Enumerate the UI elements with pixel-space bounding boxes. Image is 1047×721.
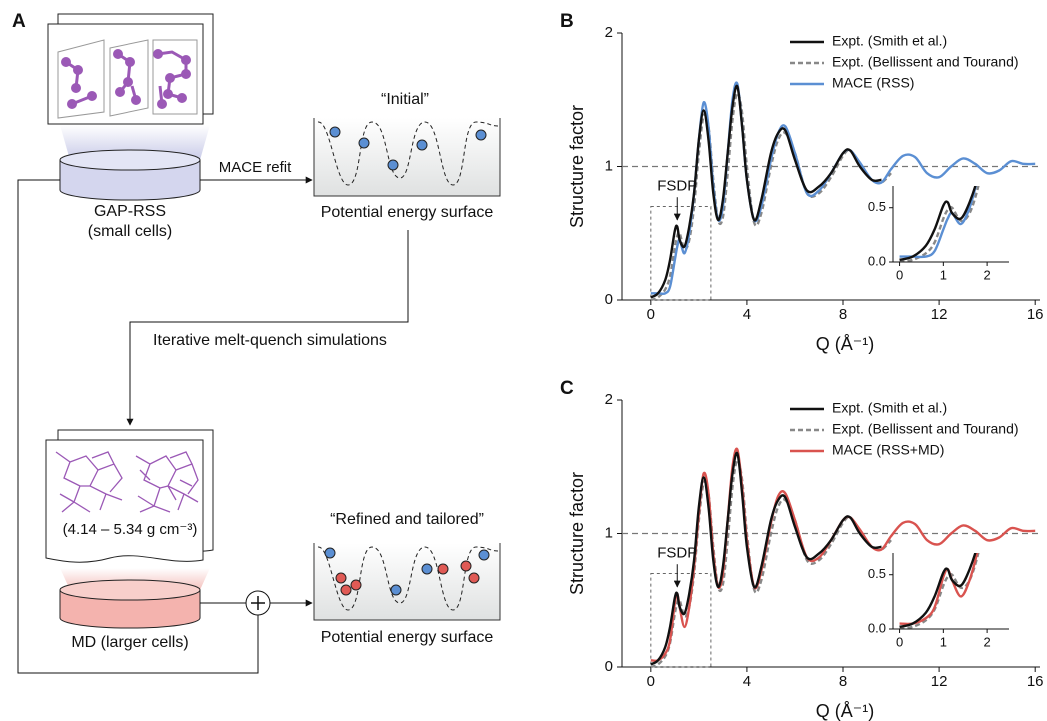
inset-x-tick-label: 1 [940, 634, 947, 649]
loop-arrow [126, 230, 409, 426]
legend-label: Expt. (Bellissent and Tourand) [832, 421, 1019, 437]
x-tick-label: 16 [1027, 673, 1044, 690]
networks [55, 451, 199, 513]
pes-title: “Refined and tailored” [330, 511, 484, 528]
series-line [899, 186, 978, 259]
panel-label: A [12, 11, 26, 32]
x-tick-label: 4 [743, 306, 751, 323]
inset-y-tick-label: 0.5 [868, 199, 886, 214]
series-line [899, 553, 980, 629]
inset-x-tick-label: 0 [896, 634, 903, 649]
pes-box [313, 118, 501, 197]
pes-label: Potential energy surface [321, 204, 494, 221]
legend-label: Expt. (Bellissent and Tourand) [832, 54, 1019, 70]
inset-y-tick-label: 0.0 [868, 253, 886, 268]
db-label: MD (larger cells) [71, 634, 188, 651]
inset-x-tick-label: 1 [940, 267, 947, 282]
database [59, 160, 201, 201]
pes-box [313, 543, 501, 621]
x-tick-label: 12 [931, 673, 948, 690]
structures [61, 49, 191, 109]
x-tick-label: 8 [839, 306, 847, 323]
minima [329, 126, 487, 171]
y-tick-label: 2 [605, 24, 613, 41]
x-tick-label: 16 [1027, 306, 1044, 323]
series-line [899, 553, 977, 629]
db-label: GAP-RSS [94, 203, 166, 220]
pes-curve [317, 121, 499, 186]
x-tick-label: 4 [743, 673, 751, 690]
sheet [45, 439, 204, 563]
density-label: (4.14 – 5.34 g cm⁻³) [63, 521, 198, 538]
db-sublabel: (small cells) [88, 223, 172, 240]
pes-label: Potential energy surface [321, 629, 494, 646]
pes-curve [317, 546, 499, 611]
zoom-box [650, 573, 712, 668]
pes-title: “Initial” [381, 91, 429, 108]
inset-x-tick-label: 2 [983, 634, 990, 649]
panel-a: A GAP-RSS (small cells) MACE refit “Init… [12, 11, 501, 674]
series-line [650, 91, 892, 302]
inset-bg [893, 553, 1009, 629]
database-top [59, 579, 201, 601]
series-line [899, 553, 979, 626]
x-tick-label: 0 [647, 673, 655, 690]
x-axis-label: Q (Å⁻¹) [816, 701, 875, 721]
legend-label: MACE (RSS+MD) [832, 442, 944, 458]
legend-label: MACE (RSS) [832, 75, 914, 91]
zoom-box [650, 206, 712, 301]
series-line [899, 186, 980, 262]
series-line [650, 458, 892, 669]
inset-y-tick-label: 0.0 [868, 620, 886, 635]
x-tick-label: 8 [839, 673, 847, 690]
series-line [650, 84, 882, 299]
y-axis-label: Structure factor [567, 472, 587, 595]
legend-label: Expt. (Smith et al.) [832, 400, 947, 416]
database [59, 590, 201, 629]
series-line [650, 451, 882, 666]
plus [251, 596, 265, 610]
y-axis-label: Structure factor [567, 105, 587, 228]
y-tick-label: 0 [605, 291, 613, 308]
arrow-label: MACE refit [219, 159, 292, 176]
minima [324, 547, 490, 596]
y-tick-label: 1 [605, 157, 613, 174]
database-top [59, 149, 201, 171]
x-tick-label: 12 [931, 306, 948, 323]
inset-y-tick-label: 0.5 [868, 566, 886, 581]
feedback-line [17, 179, 259, 674]
y-tick-label: 1 [605, 524, 613, 541]
legend-label: Expt. (Smith et al.) [832, 33, 947, 49]
inset-x-tick-label: 0 [896, 267, 903, 282]
panel-label: B [560, 11, 574, 32]
y-tick-label: 0 [605, 658, 613, 675]
x-tick-label: 0 [647, 306, 655, 323]
loop-label: Iterative melt-quench simulations [153, 332, 387, 349]
annotation: FSDP [657, 544, 697, 561]
y-tick-label: 2 [605, 391, 613, 408]
series-line [899, 186, 977, 262]
inset-x-tick-label: 2 [983, 267, 990, 282]
inset-bg [893, 186, 1009, 262]
annotation: FSDP [657, 177, 697, 194]
panel-label: C [560, 378, 574, 399]
x-axis-label: Q (Å⁻¹) [816, 334, 875, 354]
